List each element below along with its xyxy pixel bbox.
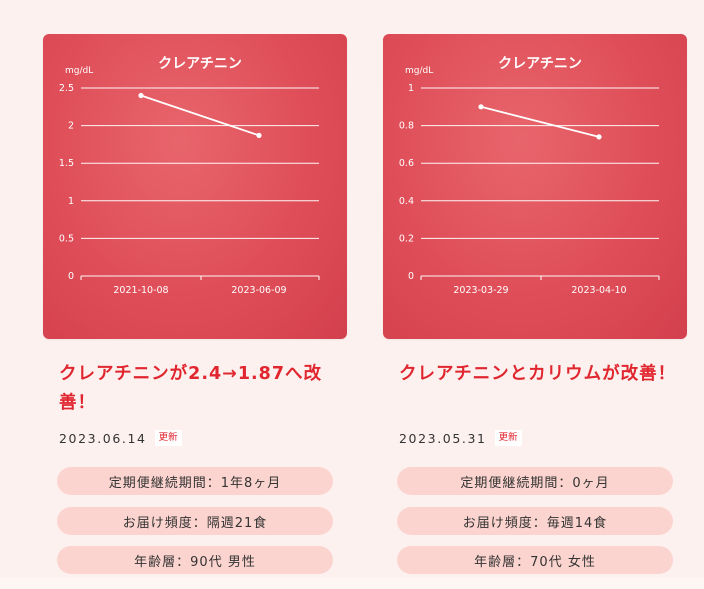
- duration-pill: 定期便継続期間：0ヶ月: [397, 467, 673, 495]
- bottom-wave-decoration: [0, 578, 704, 589]
- y-tick-label: 0.2: [399, 233, 414, 244]
- case-headline[interactable]: クレアチニンとカリウムが改善！: [399, 364, 677, 384]
- data-point: [256, 132, 262, 138]
- series-line: [140, 94, 260, 137]
- y-tick-label: 0.6: [399, 158, 414, 169]
- frequency-pill: お届け頻度：隔週21食: [57, 507, 333, 535]
- y-tick-label: 1: [408, 83, 414, 94]
- case-headline[interactable]: クレアチニンが2.4→1.87へ改善！: [59, 364, 322, 413]
- y-tick-label: 0.4: [399, 196, 414, 207]
- age-pill: 年齢層：70代 女性: [397, 546, 673, 574]
- x-tick-label: 2021-10-08: [113, 285, 168, 296]
- data-point: [596, 134, 602, 140]
- data-point: [138, 92, 144, 99]
- frequency-pill: お届け頻度：毎週14食: [397, 507, 673, 535]
- series-line: [480, 105, 600, 138]
- chart-svg-1: クレアチニン mg/dL 0 0.5 1 1.5 2 2.5 2021-10-08 2023-06…: [59, 56, 320, 296]
- chart-container-2: クレアチニン mg/dL 0 0.2 0.4 0.6 0.8 1 2023-03-29 2023-…: [383, 34, 687, 339]
- duration-pill: 定期便継続期間：1年8ヶ月: [57, 467, 333, 495]
- y-axis-unit-label: mg/dL: [405, 66, 433, 76]
- y-tick-label: 0: [68, 271, 74, 282]
- y-tick-label: 0.5: [59, 233, 74, 244]
- y-tick-label: 0.8: [399, 121, 414, 132]
- post-date: 2023.06.14: [59, 430, 147, 446]
- date-row: 2023.06.14 更新: [59, 430, 182, 446]
- x-tick-label: 2023-06-09: [231, 285, 286, 296]
- y-axis-unit-label: mg/dL: [65, 66, 93, 76]
- x-tick-label: 2023-03-29: [453, 285, 508, 296]
- updated-badge: 更新: [154, 430, 182, 446]
- chart-container-1: クレアチニン mg/dL 0 0.5 1 1.5 2 2.5 2021-10-08 2023-06…: [43, 34, 347, 339]
- y-tick-label: 0: [408, 271, 414, 282]
- chart-title: クレアチニン: [498, 56, 582, 72]
- y-tick-label: 1: [68, 196, 74, 207]
- y-tick-label: 2.5: [59, 83, 74, 94]
- updated-badge: 更新: [494, 430, 522, 446]
- chart-svg-2: クレアチニン mg/dL 0 0.2 0.4 0.6 0.8 1 2023-03-29 2023-…: [399, 56, 660, 296]
- data-point: [478, 104, 484, 110]
- y-tick-label: 2: [68, 121, 74, 132]
- y-tick-label: 1.5: [59, 158, 74, 169]
- x-tick-label: 2023-04-10: [571, 285, 626, 296]
- age-pill: 年齢層：90代 男性: [57, 546, 333, 574]
- chart-title: クレアチニン: [158, 56, 242, 72]
- date-row: 2023.05.31 更新: [399, 430, 522, 446]
- post-date: 2023.05.31: [399, 430, 487, 446]
